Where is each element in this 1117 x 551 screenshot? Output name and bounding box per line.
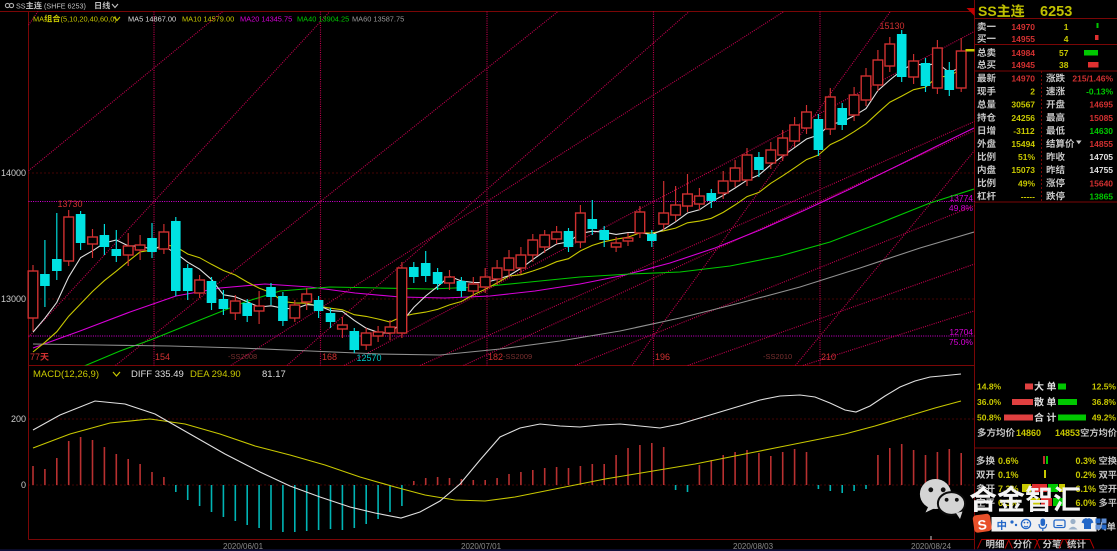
svg-text:MACD(12,26,9): MACD(12,26,9) xyxy=(33,369,99,380)
svg-text:13774: 13774 xyxy=(949,193,973,203)
svg-text:14705: 14705 xyxy=(1089,152,1113,162)
svg-text:30567: 30567 xyxy=(1011,100,1035,110)
svg-text:2020/08/03: 2020/08/03 xyxy=(733,542,774,551)
svg-text:15130: 15130 xyxy=(880,21,905,31)
svg-text:S: S xyxy=(977,517,988,533)
svg-text:14984: 14984 xyxy=(1011,48,1035,58)
svg-text:6253: 6253 xyxy=(1040,4,1072,20)
svg-text:15640: 15640 xyxy=(1089,178,1113,188)
svg-text:0.3%: 0.3% xyxy=(1076,456,1097,466)
svg-text:13000: 13000 xyxy=(1,294,26,304)
svg-text:14630: 14630 xyxy=(1089,126,1113,136)
svg-text:2020/08/24: 2020/08/24 xyxy=(911,542,952,551)
svg-text:12.5%: 12.5% xyxy=(1092,382,1117,392)
svg-text:24256: 24256 xyxy=(1011,113,1035,123)
svg-text:15073: 15073 xyxy=(1011,165,1035,175)
svg-text:14970: 14970 xyxy=(1011,22,1035,32)
svg-text:13865: 13865 xyxy=(1089,191,1113,201)
svg-text:154: 154 xyxy=(155,352,170,362)
svg-text:MA60 13587.75: MA60 13587.75 xyxy=(352,15,404,24)
svg-text:2020/06/01: 2020/06/01 xyxy=(223,542,264,551)
svg-text:6.3%: 6.3% xyxy=(998,498,1019,508)
svg-text:DIFF 335.49: DIFF 335.49 xyxy=(131,369,184,380)
svg-text:14000: 14000 xyxy=(1,168,26,178)
svg-text:36.8%: 36.8% xyxy=(1092,397,1117,407)
svg-text:MA5 14867.00: MA5 14867.00 xyxy=(128,15,176,24)
svg-text:SS: SS xyxy=(978,3,997,19)
svg-text:2: 2 xyxy=(1030,87,1035,97)
svg-text:14695: 14695 xyxy=(1089,100,1113,110)
svg-text:81.17: 81.17 xyxy=(262,369,286,380)
svg-text:77: 77 xyxy=(30,352,40,362)
svg-text:15494: 15494 xyxy=(1011,139,1035,149)
svg-text:15085: 15085 xyxy=(1089,113,1113,123)
svg-text:0.6%: 0.6% xyxy=(998,456,1019,466)
svg-text:14853: 14853 xyxy=(1055,428,1080,438)
svg-text:DEA 294.90: DEA 294.90 xyxy=(190,369,241,380)
svg-text:12704: 12704 xyxy=(949,327,973,337)
svg-text:(SHFE 6253): (SHFE 6253) xyxy=(44,2,86,11)
svg-text:MA40 13904.25: MA40 13904.25 xyxy=(297,15,349,24)
svg-text:(5,10,20,40,60,0): (5,10,20,40,60,0) xyxy=(61,15,117,24)
svg-text:14.8%: 14.8% xyxy=(977,382,1002,392)
svg-text:182: 182 xyxy=(488,352,503,362)
svg-text:1: 1 xyxy=(1064,22,1069,32)
svg-text:-0.13%: -0.13% xyxy=(1086,87,1113,97)
svg-text:MA10 14579.00: MA10 14579.00 xyxy=(182,15,234,24)
svg-text:13730: 13730 xyxy=(58,199,83,209)
svg-text:-SS2009: -SS2009 xyxy=(503,352,532,361)
svg-text:MA: MA xyxy=(33,15,44,24)
svg-text:12570: 12570 xyxy=(357,353,382,363)
svg-text:36.0%: 36.0% xyxy=(977,397,1002,407)
svg-text:75.0%: 75.0% xyxy=(949,337,974,347)
svg-text:49.2%: 49.2% xyxy=(1092,413,1117,423)
svg-text:-SS2010: -SS2010 xyxy=(763,352,792,361)
svg-text:MA20 14345.75: MA20 14345.75 xyxy=(240,15,292,24)
svg-text:6.1%: 6.1% xyxy=(1076,484,1097,494)
svg-text:2020/07/01: 2020/07/01 xyxy=(461,542,502,551)
svg-text:14755: 14755 xyxy=(1089,165,1113,175)
svg-text:0.1%: 0.1% xyxy=(998,470,1019,480)
svg-text:57: 57 xyxy=(1059,48,1069,58)
svg-text:4: 4 xyxy=(1064,34,1069,44)
svg-text:51%: 51% xyxy=(1018,152,1035,162)
svg-text:14955: 14955 xyxy=(1011,34,1035,44)
svg-text:0.2%: 0.2% xyxy=(1076,470,1097,480)
svg-text:215/1.46%: 215/1.46% xyxy=(1072,74,1113,84)
svg-text:49.8%: 49.8% xyxy=(949,203,974,213)
svg-text:14945: 14945 xyxy=(1011,60,1035,70)
svg-text:6.0%: 6.0% xyxy=(1076,498,1097,508)
svg-text:38: 38 xyxy=(1059,60,1069,70)
svg-text:14860: 14860 xyxy=(1016,428,1041,438)
svg-text:210: 210 xyxy=(821,352,836,362)
svg-text:50.8%: 50.8% xyxy=(977,413,1002,423)
svg-text:-3112: -3112 xyxy=(1013,126,1035,136)
svg-text:49%: 49% xyxy=(1018,178,1035,188)
svg-text:196: 196 xyxy=(655,352,670,362)
svg-text:SS: SS xyxy=(16,2,26,11)
svg-text:-----: ----- xyxy=(1021,191,1035,201)
svg-text:0: 0 xyxy=(21,480,26,490)
svg-text:14855: 14855 xyxy=(1089,139,1113,149)
svg-text:-SS2008: -SS2008 xyxy=(228,352,257,361)
svg-text:14970: 14970 xyxy=(1011,74,1035,84)
svg-text:168: 168 xyxy=(322,352,337,362)
svg-text:200: 200 xyxy=(11,414,26,424)
